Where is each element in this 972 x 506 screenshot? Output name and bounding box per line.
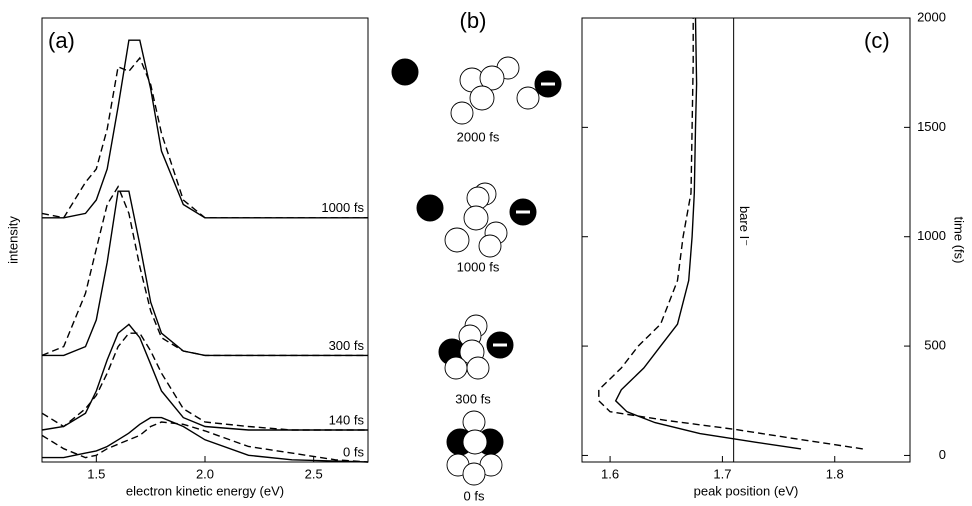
x-tick-label: 1.5: [87, 466, 105, 481]
x-tick-label: 2.0: [196, 466, 214, 481]
delay-label: 300 fs: [329, 338, 365, 353]
x-tick-label: 1.6: [601, 466, 619, 481]
y-tick-label: 1000: [917, 228, 946, 243]
trajectory-dashed: [598, 18, 863, 450]
delay-label: 140 fs: [329, 412, 365, 427]
spectrum-dashed: [41, 421, 369, 463]
delay-label: 2000 fs: [457, 129, 500, 144]
y-tick-label: 500: [924, 338, 946, 353]
x-tick-label: 1.7: [713, 466, 731, 481]
plot-frame: [41, 17, 369, 463]
trajectory-solid: [614, 17, 802, 450]
spectrum-solid: [42, 416, 369, 463]
delay-label: 1000 fs: [321, 200, 364, 215]
delay-label: 1000 fs: [457, 259, 500, 274]
panel-label: (a): [48, 28, 75, 53]
y-axis-label: time (fs): [952, 217, 967, 264]
delay-label: 0 fs: [464, 488, 485, 503]
spectrum-solid: [41, 323, 368, 431]
x-tick-label: 2.5: [305, 466, 323, 481]
panel-label: (c): [864, 28, 890, 53]
cluster-1000: [416, 182, 537, 258]
y-tick-label: 0: [939, 447, 946, 462]
panel-label: (b): [460, 8, 487, 33]
y-tick-label: 1500: [917, 119, 946, 134]
plot-frame: [581, 17, 911, 463]
x-axis-label: electron kinetic energy (eV): [126, 483, 284, 498]
spectrum-dashed: [41, 332, 368, 431]
cluster-300: [438, 314, 514, 380]
y-tick-label: 2000: [917, 9, 946, 24]
cluster-2000: [391, 56, 562, 125]
delay-label: 0 fs: [343, 444, 364, 459]
y-axis-label: intensity: [5, 216, 20, 264]
spectrum-dashed: [41, 185, 368, 357]
x-axis-label: peak position (eV): [694, 483, 799, 498]
spectrum-solid: [42, 39, 368, 219]
x-tick-label: 1.8: [826, 466, 844, 481]
reference-label: bare I⁻: [737, 206, 752, 246]
spectrum-dashed: [41, 56, 368, 219]
delay-label: 300 fs: [455, 391, 491, 406]
cluster-0: [446, 410, 504, 486]
